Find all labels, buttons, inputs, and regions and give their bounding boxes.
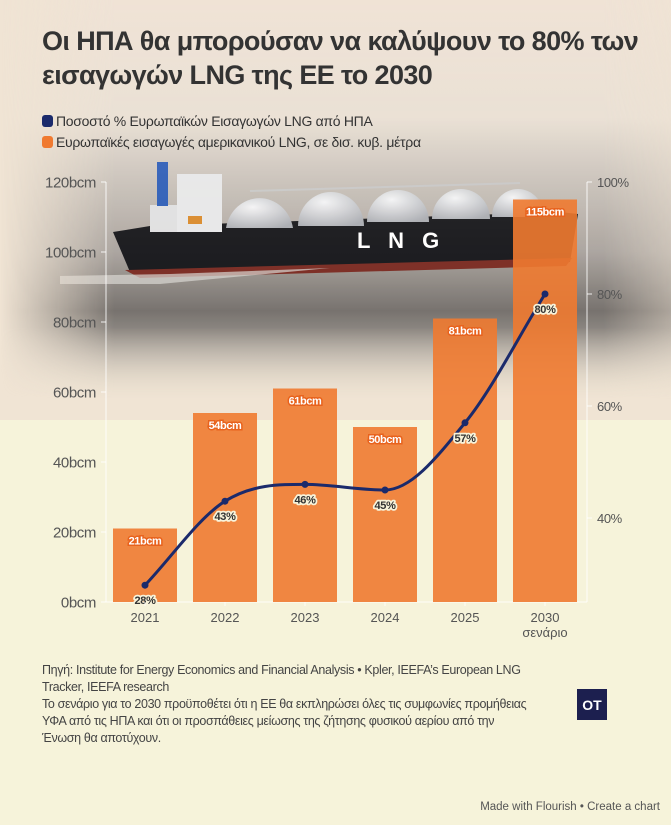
legend-label: Ευρωπαϊκές εισαγωγές αμερικανικού LNG, σ… [56, 134, 421, 150]
ship-hull-text: L N G [357, 228, 445, 253]
line-value-label: 80% [534, 304, 556, 316]
left-axis: 0bcm 20bcm 40bcm 60bcm 80bcm 100bcm 120bcm [45, 175, 587, 612]
line-point [541, 290, 549, 298]
chart-plot: 0bcm 20bcm 40bcm 60bcm 80bcm 100bcm 120bcm 40%… [45, 175, 630, 641]
bar [353, 427, 417, 602]
legend-swatch-orange-icon [42, 136, 53, 148]
source-note: Πηγή: Institute for Energy Economics and… [42, 663, 521, 694]
right-axis-tick-label: 60% [597, 399, 623, 414]
right-axis-tick-label: 40% [597, 511, 623, 526]
create-chart-link[interactable]: Create a chart [587, 801, 660, 813]
x-axis-tick-label: σενάριο [522, 625, 567, 640]
line-point [221, 497, 229, 505]
left-axis-tick-label: 40bcm [53, 455, 96, 472]
ship-illustration: L N G [60, 162, 578, 284]
left-axis-tick-label: 80bcm [53, 315, 96, 332]
bar-value-label: 115bcm [526, 207, 565, 219]
left-axis-tick-label: 120bcm [45, 175, 96, 192]
line-value-label: 57% [454, 433, 476, 445]
percentage-line [143, 292, 547, 587]
bar [433, 318, 497, 602]
legend-label: Ποσοστό % Ευρωπαϊκών Εισαγωγών LNG από Η… [56, 113, 373, 129]
line-value-label: 45% [374, 500, 396, 512]
x-axis-tick-label: 2025 [451, 610, 480, 625]
line-point [381, 486, 389, 494]
line-point [461, 419, 469, 427]
bar-value-label: 81bcm [449, 326, 482, 338]
x-axis-tick-label: 2021 [131, 610, 160, 625]
legend-item-percentage[interactable]: Ποσοστό % Ευρωπαϊκών Εισαγωγών LNG από Η… [42, 113, 373, 129]
left-axis-tick-label: 0bcm [61, 595, 96, 612]
legend-item-volume[interactable]: Ευρωπαϊκές εισαγωγές αμερικανικού LNG, σ… [42, 134, 421, 150]
left-axis-tick-label: 60bcm [53, 385, 96, 402]
flourish-credits: Made with Flourish • Create a chart [480, 801, 660, 813]
x-axis-tick-label: 2022 [211, 610, 240, 625]
bar-series: 21bcm 54bcm 61bcm 50bcm 81bcm 115bcm [113, 199, 577, 602]
line-value-label: 43% [214, 511, 236, 523]
bar-value-label: 61bcm [289, 396, 322, 408]
bar [113, 528, 177, 602]
x-axis-tick-label: 2023 [291, 610, 320, 625]
line-series: 28% 43% 46% 45% 57% 80% [133, 290, 558, 609]
right-axis-tick-label: 80% [597, 287, 623, 302]
bar [273, 388, 337, 602]
left-axis-tick-label: 100bcm [45, 245, 96, 262]
chart-title: Οι ΗΠΑ θα μπορούσαν να καλύψουν το 80% τ… [42, 26, 639, 90]
line-value-label: 46% [294, 494, 316, 506]
right-axis: 40% 60% 80% 100% [586, 175, 630, 602]
made-with-flourish-link[interactable]: Made with Flourish [480, 801, 577, 813]
bar [513, 199, 577, 602]
left-axis-tick-label: 20bcm [53, 525, 96, 542]
ot-logo[interactable]: OT [577, 689, 607, 720]
bar-value-label: 21bcm [129, 536, 162, 548]
bar-value-label: 54bcm [209, 420, 242, 432]
chart-footer: Πηγή: Institute for Energy Economics and… [42, 662, 532, 747]
bar [193, 413, 257, 602]
line-value-label: 28% [134, 595, 156, 607]
credits-separator: • [576, 801, 588, 813]
line-point [301, 480, 309, 488]
right-axis-tick-label: 100% [597, 175, 629, 190]
x-axis-tick-label: 2024 [371, 610, 400, 625]
x-axis-tick-label: 2030 [531, 610, 560, 625]
bar-value-label: 50bcm [369, 434, 402, 446]
legend-swatch-navy-icon [42, 115, 53, 127]
scenario-note: Το σενάριο για το 2030 προϋποθέτει ότι η… [42, 697, 527, 745]
line-point [141, 581, 149, 589]
